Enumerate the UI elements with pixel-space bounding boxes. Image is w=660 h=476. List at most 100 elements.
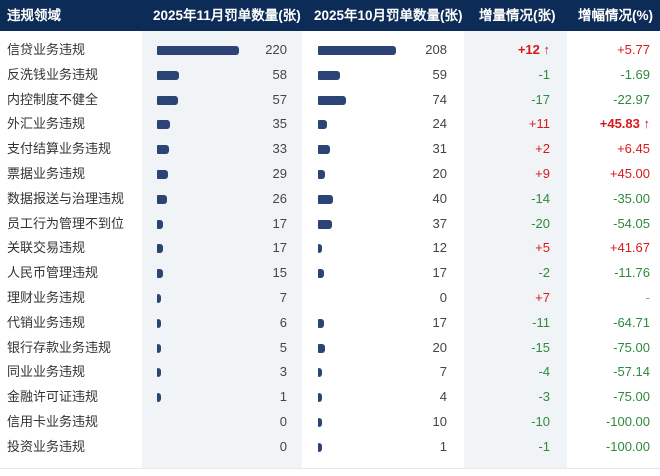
- area-name: 银行存款业务违规: [7, 339, 112, 355]
- delta-value: -10: [531, 413, 550, 429]
- area-name: 票据业务违规: [7, 165, 86, 181]
- nov-count-bar: [157, 293, 161, 303]
- nov-count-bar: [157, 318, 161, 328]
- delta-column-shade: [464, 31, 567, 468]
- oct-count: 10: [432, 413, 447, 429]
- table-row: 银行存款业务违规 5 20 -15 -75.00: [0, 336, 660, 361]
- oct-count-bar: [318, 169, 325, 179]
- nov-count: 6: [279, 314, 287, 330]
- oct-count: 74: [432, 91, 447, 107]
- table-row: 信用卡业务违规 0 10 -10 -100.00: [0, 410, 660, 435]
- delta-value: +2: [535, 141, 550, 157]
- oct-count: 37: [432, 215, 447, 231]
- delta-value: +12 ↑: [517, 42, 550, 57]
- oct-count-bar: [318, 368, 322, 378]
- delta-value: -11: [532, 314, 550, 330]
- table-row: 关联交易违规 17 12 +5 +41.67: [0, 236, 660, 261]
- oct-count-bar: [318, 417, 322, 427]
- table-row: 金融许可证违规 1 4 -3 -75.00: [0, 385, 660, 410]
- nov-count-bar: [157, 169, 168, 179]
- oct-count: 20: [432, 339, 447, 355]
- area-name: 金融许可证违规: [7, 389, 99, 405]
- nov-count: 29: [272, 165, 287, 181]
- nov-count-bar: [157, 95, 178, 105]
- nov-count: 0: [279, 438, 287, 454]
- delta-value: -1: [538, 66, 550, 82]
- nov-count-bar: [157, 244, 163, 254]
- nov-count: 1: [279, 389, 287, 405]
- pct-value: -: [645, 289, 650, 305]
- area-name: 数据报送与治理违规: [7, 190, 125, 206]
- delta-value: -4: [538, 364, 550, 380]
- oct-count-bar: [318, 343, 325, 353]
- oct-count: 4: [439, 389, 447, 405]
- table-row: 支付结算业务违规 33 31 +2 +6.45: [0, 137, 660, 162]
- table-row: 票据业务违规 29 20 +9 +45.00: [0, 162, 660, 187]
- oct-count: 7: [439, 364, 447, 380]
- nov-count-bar: [157, 269, 163, 279]
- oct-count: 20: [432, 165, 447, 181]
- header-pct: 增幅情况(%): [578, 8, 653, 23]
- table-row: 信贷业务违规 220 208 +12 ↑ +5.77: [0, 38, 660, 63]
- delta-value: -17: [531, 91, 550, 107]
- area-name: 人民币管理违规: [7, 265, 99, 281]
- nov-count: 0: [279, 413, 287, 429]
- oct-count: 17: [432, 314, 447, 330]
- oct-count-bar: [318, 95, 346, 105]
- delta-value: -3: [538, 389, 550, 405]
- nov-count-bar: [157, 219, 163, 229]
- nov-count: 7: [279, 289, 287, 305]
- delta-value: +9: [535, 165, 550, 181]
- nov-count: 58: [272, 66, 287, 82]
- header-delta: 增量情况(张): [479, 8, 556, 23]
- oct-count-bar: [318, 393, 322, 403]
- table-row: 外汇业务违规 35 24 +11 +45.83 ↑: [0, 112, 660, 137]
- nov-count-bar: [157, 70, 179, 80]
- nov-count-bar: [157, 368, 161, 378]
- area-name: 理财业务违规: [7, 289, 86, 305]
- area-name: 关联交易违规: [7, 240, 86, 256]
- nov-count: 33: [272, 141, 287, 157]
- pct-value: -64.71: [613, 314, 650, 330]
- delta-value: +11: [528, 116, 550, 132]
- nov-count: 17: [272, 240, 287, 256]
- oct-count-bar: [318, 46, 396, 55]
- delta-value: -14: [531, 190, 550, 206]
- nov-count: 15: [272, 265, 287, 281]
- table-row: 人民币管理违规 15 17 -2 -11.76: [0, 261, 660, 286]
- oct-count-bar: [318, 269, 324, 279]
- delta-value: +7: [535, 289, 550, 305]
- oct-count-bar: [318, 194, 333, 204]
- pct-value: -57.14: [613, 364, 650, 380]
- table-row: 同业业务违规 3 7 -4 -57.14: [0, 360, 660, 385]
- pct-value: +45.00: [609, 165, 650, 181]
- area-name: 同业业务违规: [7, 364, 86, 380]
- delta-value: -2: [538, 265, 550, 281]
- oct-count: 208: [425, 42, 447, 57]
- table-body: 信贷业务违规 220 208 +12 ↑ +5.77 反洗钱业务违规 58 59 -1 -1.69…: [0, 38, 660, 460]
- area-name: 员工行为管理不到位: [7, 215, 125, 231]
- bottom-divider: [0, 468, 660, 469]
- table-row: 内控制度不健全 57 74 -17 -22.97: [0, 88, 660, 113]
- pct-value: +5.77: [617, 42, 650, 57]
- nov-count-bar: [157, 120, 170, 130]
- nov-count-bar: [157, 393, 161, 403]
- oct-count: 24: [432, 116, 447, 132]
- pct-value: +41.67: [609, 240, 650, 256]
- pct-value: -75.00: [613, 389, 650, 405]
- nov-count-bar: [157, 46, 239, 55]
- table-row: 反洗钱业务违规 58 59 -1 -1.69: [0, 63, 660, 88]
- area-name: 反洗钱业务违规: [7, 66, 99, 82]
- pct-value: -35.00: [613, 190, 650, 206]
- oct-count-bar: [318, 219, 332, 229]
- table-row: 代销业务违规 6 17 -11 -64.71: [0, 311, 660, 336]
- oct-count: 17: [432, 265, 447, 281]
- area-name: 信用卡业务违规: [7, 413, 99, 429]
- delta-value: -15: [531, 339, 550, 355]
- header-area: 违规领域: [7, 8, 61, 23]
- pct-value: -1.69: [620, 66, 650, 82]
- delta-value: +5: [535, 240, 550, 256]
- area-name: 代销业务违规: [7, 314, 86, 330]
- pct-value: +45.83 ↑: [599, 116, 650, 132]
